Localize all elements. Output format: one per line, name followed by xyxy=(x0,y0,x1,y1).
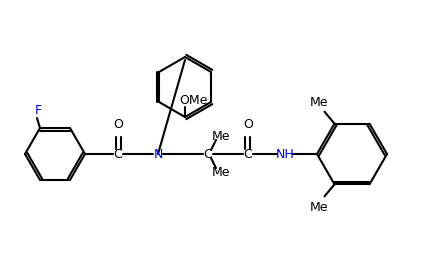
Text: O: O xyxy=(243,118,253,131)
Text: Me: Me xyxy=(310,96,329,109)
Text: Me: Me xyxy=(212,130,230,143)
Text: C: C xyxy=(244,148,253,161)
Text: Me: Me xyxy=(310,200,329,213)
Text: C: C xyxy=(114,148,122,161)
Text: F: F xyxy=(34,103,41,116)
Text: Me: Me xyxy=(212,166,230,179)
Text: NH: NH xyxy=(276,148,294,161)
Text: C: C xyxy=(203,148,212,161)
Text: O: O xyxy=(113,118,123,131)
Text: OMe: OMe xyxy=(179,94,207,107)
Text: N: N xyxy=(153,148,163,161)
